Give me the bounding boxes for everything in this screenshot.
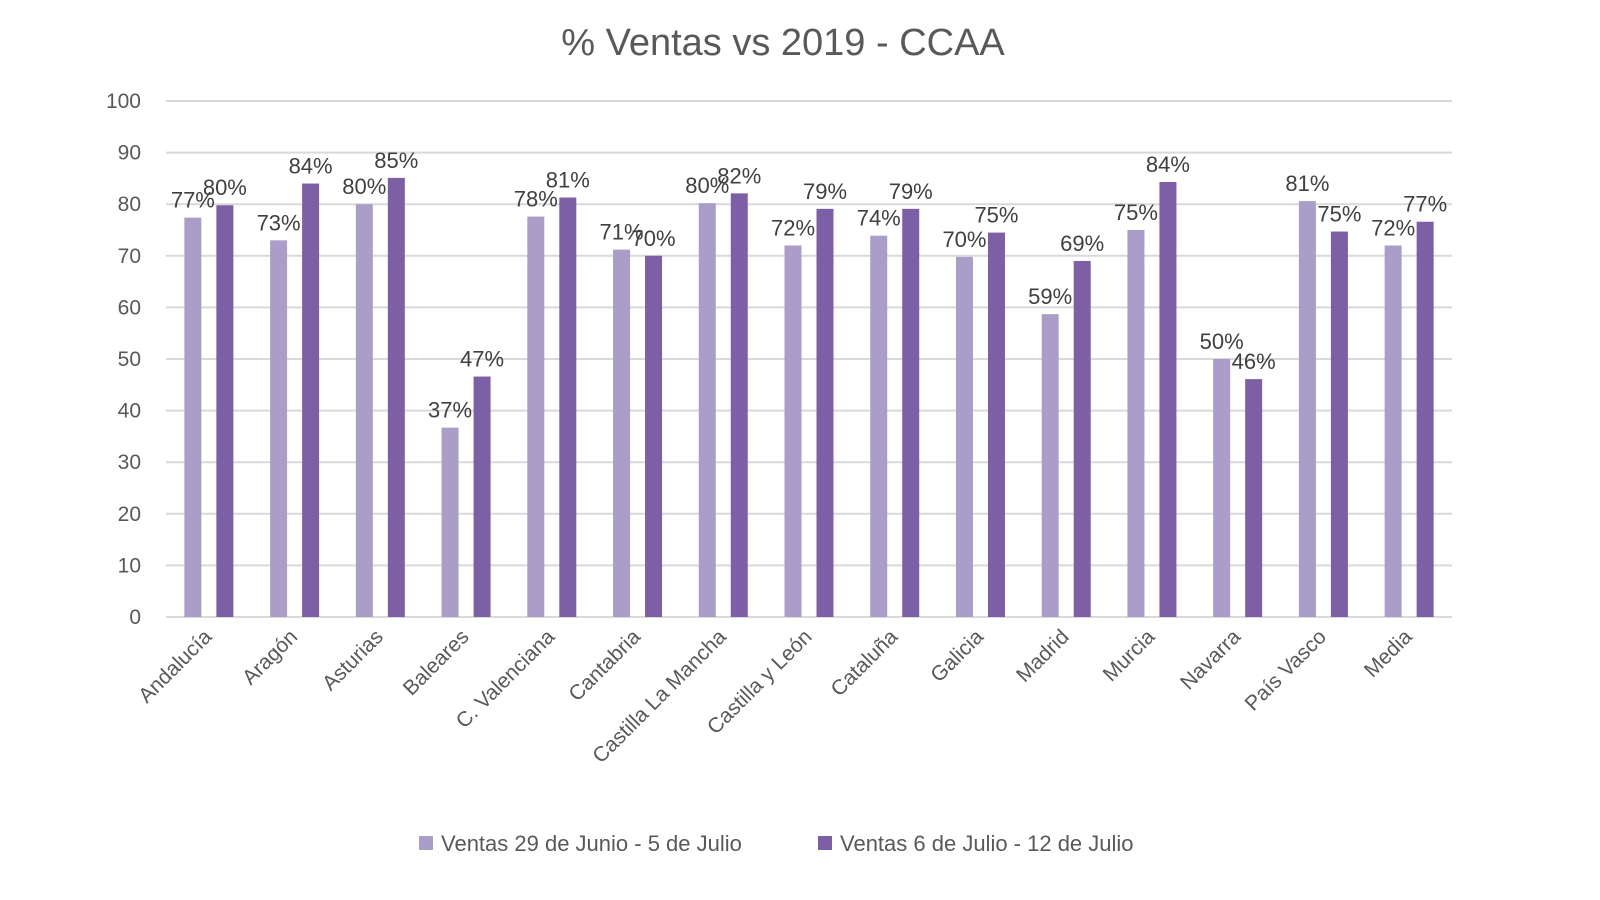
y-axis-ticks: 0 10 20 30 40 50 60 70 80 90 100 bbox=[106, 90, 141, 629]
legend: Ventas 29 de Junio - 5 de Julio Ventas 6… bbox=[419, 831, 1134, 856]
bar-series-1[interactable] bbox=[784, 245, 802, 618]
y-tick-label: 70 bbox=[118, 245, 141, 268]
x-category-label: Andalucía bbox=[134, 625, 217, 708]
legend-item-series-2[interactable]: Ventas 6 de Julio - 12 de Julio bbox=[818, 831, 1134, 856]
x-category-label: Baleares bbox=[399, 625, 474, 700]
x-category-label: Cantabria bbox=[564, 625, 645, 706]
bar-series-2[interactable] bbox=[1330, 231, 1348, 617]
bars bbox=[184, 177, 1434, 618]
data-label: 80% bbox=[203, 175, 247, 200]
bar-series-2[interactable] bbox=[1245, 379, 1263, 617]
chart-title: % Ventas vs 2019 - CCAA bbox=[561, 22, 1005, 64]
x-category-label: Navarra bbox=[1176, 625, 1245, 694]
y-tick-label: 60 bbox=[118, 296, 141, 319]
bar-series-2[interactable] bbox=[816, 208, 834, 617]
x-category-label: Aragón bbox=[238, 625, 302, 689]
bar-series-1[interactable] bbox=[955, 256, 973, 617]
bar-series-1[interactable] bbox=[1127, 230, 1145, 617]
bar-series-1[interactable] bbox=[441, 427, 459, 617]
data-label: 72% bbox=[1371, 215, 1415, 240]
y-tick-label: 80 bbox=[118, 193, 141, 216]
bar-series-1[interactable] bbox=[1298, 201, 1316, 617]
bar-series-1[interactable] bbox=[527, 216, 545, 618]
bar-series-1[interactable] bbox=[1384, 245, 1402, 618]
y-tick-label: 20 bbox=[118, 503, 141, 526]
x-category-label: País Vasco bbox=[1241, 625, 1331, 715]
bar-series-1[interactable] bbox=[355, 204, 373, 617]
data-label: 73% bbox=[257, 210, 301, 235]
bar-series-1[interactable] bbox=[1041, 314, 1059, 617]
data-label: 70% bbox=[942, 227, 986, 252]
legend-swatch-series-1 bbox=[419, 836, 433, 850]
data-label: 69% bbox=[1060, 231, 1104, 256]
bar-series-1[interactable] bbox=[270, 240, 288, 617]
bar-series-2[interactable] bbox=[387, 177, 405, 617]
bar-series-1[interactable] bbox=[1213, 359, 1231, 617]
bar-series-2[interactable] bbox=[302, 183, 320, 617]
data-label: 75% bbox=[1114, 200, 1158, 225]
bar-series-2[interactable] bbox=[1073, 260, 1091, 617]
data-label: 81% bbox=[546, 167, 590, 192]
data-label: 79% bbox=[803, 179, 847, 204]
x-category-label: Media bbox=[1360, 625, 1417, 682]
data-label: 80% bbox=[685, 173, 729, 198]
bar-series-2[interactable] bbox=[1159, 182, 1177, 617]
y-tick-label: 40 bbox=[118, 400, 141, 423]
bar-series-2[interactable] bbox=[902, 208, 920, 617]
y-tick-label: 10 bbox=[118, 554, 141, 577]
data-label: 50% bbox=[1200, 329, 1244, 354]
bar-series-2[interactable] bbox=[559, 197, 577, 617]
bar-series-1[interactable] bbox=[184, 217, 202, 617]
data-label: 47% bbox=[460, 347, 504, 372]
data-label: 70% bbox=[632, 226, 676, 251]
data-label: 74% bbox=[857, 206, 901, 231]
y-tick-label: 100 bbox=[106, 90, 141, 113]
data-label: 77% bbox=[1403, 192, 1447, 217]
data-label: 72% bbox=[771, 215, 815, 240]
bar-series-2[interactable] bbox=[473, 376, 491, 617]
data-label: 81% bbox=[1285, 171, 1329, 196]
x-category-label: Asturias bbox=[318, 625, 388, 695]
data-label: 75% bbox=[1317, 202, 1361, 227]
bar-series-1[interactable] bbox=[698, 203, 716, 617]
bar-series-2[interactable] bbox=[216, 205, 234, 617]
data-label: 59% bbox=[1028, 284, 1072, 309]
bar-series-2[interactable] bbox=[987, 232, 1005, 617]
data-label: 77% bbox=[171, 188, 215, 213]
data-label: 79% bbox=[889, 179, 933, 204]
bar-series-2[interactable] bbox=[645, 255, 663, 618]
y-tick-label: 30 bbox=[118, 451, 141, 474]
x-category-label: Galicia bbox=[926, 625, 988, 687]
gridlines bbox=[166, 100, 1452, 618]
bar-series-1[interactable] bbox=[613, 249, 631, 617]
legend-label-series-1: Ventas 29 de Junio - 5 de Julio bbox=[441, 831, 742, 856]
data-label: 80% bbox=[342, 174, 386, 199]
data-label: 78% bbox=[514, 187, 558, 212]
data-label: 37% bbox=[428, 398, 472, 423]
x-category-label: Murcia bbox=[1099, 625, 1160, 686]
y-tick-label: 90 bbox=[118, 142, 141, 165]
y-tick-label: 50 bbox=[118, 348, 141, 371]
data-labels: 77%80%73%84%80%85%37%47%78%81%71%70%80%8… bbox=[171, 148, 1447, 423]
data-label: 46% bbox=[1232, 349, 1276, 374]
data-label: 82% bbox=[717, 163, 761, 188]
y-tick-label: 0 bbox=[129, 606, 141, 629]
data-label: 84% bbox=[289, 154, 333, 179]
x-category-label: Cataluña bbox=[827, 625, 903, 701]
data-label: 71% bbox=[600, 220, 644, 245]
x-category-label: Madrid bbox=[1012, 625, 1074, 687]
bar-series-2[interactable] bbox=[1416, 221, 1434, 617]
bar-series-1[interactable] bbox=[870, 235, 888, 617]
data-label: 85% bbox=[374, 148, 418, 173]
legend-label-series-2: Ventas 6 de Julio - 12 de Julio bbox=[840, 831, 1134, 856]
data-label: 84% bbox=[1146, 152, 1190, 177]
legend-item-series-1[interactable]: Ventas 29 de Junio - 5 de Julio bbox=[419, 831, 742, 856]
bar-series-2[interactable] bbox=[730, 193, 748, 617]
legend-swatch-series-2 bbox=[818, 836, 832, 850]
data-label: 75% bbox=[974, 203, 1018, 228]
